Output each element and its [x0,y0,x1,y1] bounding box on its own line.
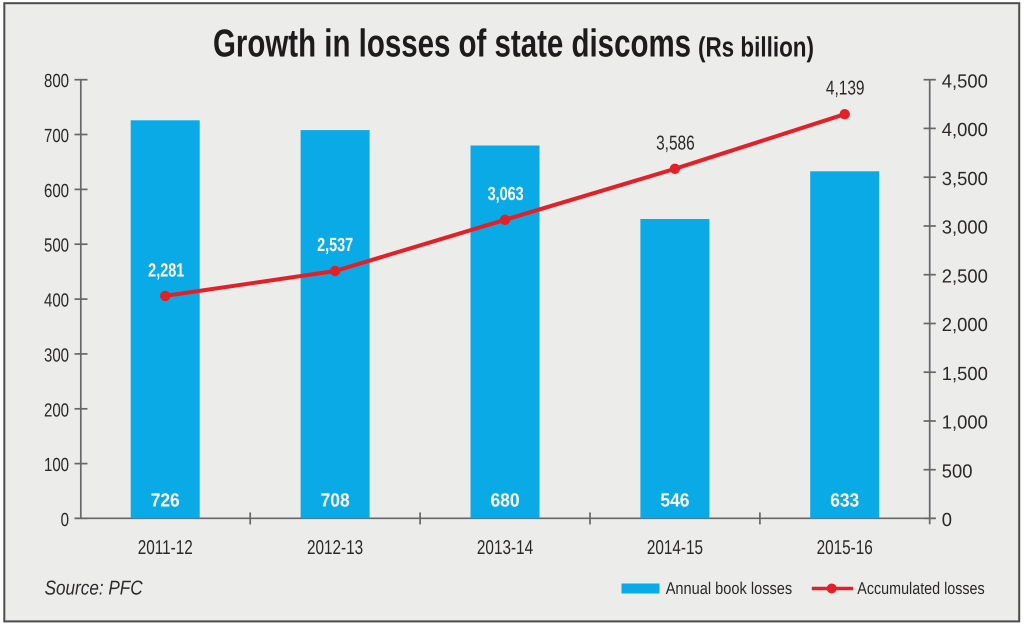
svg-text:3,500: 3,500 [942,169,988,190]
svg-text:2014-15: 2014-15 [647,537,703,559]
svg-text:708: 708 [321,491,350,512]
svg-text:1,500: 1,500 [942,364,988,385]
svg-text:2,537: 2,537 [317,235,353,256]
svg-text:700: 700 [44,126,69,147]
svg-text:2013-14: 2013-14 [477,537,533,559]
svg-text:0: 0 [942,510,952,531]
svg-text:Growth in losses of state disc: Growth in losses of state discoms [213,23,691,66]
svg-text:(Rs billion): (Rs billion) [698,32,814,63]
svg-text:200: 200 [44,400,69,421]
svg-text:400: 400 [44,291,69,312]
svg-text:2015-16: 2015-16 [817,537,873,559]
svg-text:2011-12: 2011-12 [138,537,193,559]
svg-text:Source: PFC: Source: PFC [45,578,143,600]
svg-text:633: 633 [830,491,859,512]
svg-text:2,000: 2,000 [942,315,988,336]
svg-text:4,139: 4,139 [826,78,865,100]
svg-text:2,500: 2,500 [942,266,988,287]
svg-text:800: 800 [44,71,69,92]
svg-text:4,500: 4,500 [942,71,988,92]
svg-text:0: 0 [61,510,69,531]
svg-text:1,000: 1,000 [942,413,988,434]
svg-text:546: 546 [660,491,689,512]
svg-text:726: 726 [151,491,180,512]
svg-text:500: 500 [44,236,69,257]
svg-text:3,586: 3,586 [656,133,695,155]
svg-text:680: 680 [490,491,519,512]
svg-text:Annual book losses: Annual book losses [666,579,793,598]
svg-text:100: 100 [44,455,69,476]
svg-text:300: 300 [44,345,69,366]
svg-text:Accumulated losses: Accumulated losses [857,579,984,598]
svg-text:600: 600 [44,181,69,202]
svg-text:3,000: 3,000 [942,218,988,239]
svg-text:3,063: 3,063 [488,184,524,205]
svg-text:2,281: 2,281 [148,261,184,282]
svg-text:4,000: 4,000 [942,120,988,141]
svg-text:2012-13: 2012-13 [307,537,363,559]
svg-text:500: 500 [942,461,973,482]
